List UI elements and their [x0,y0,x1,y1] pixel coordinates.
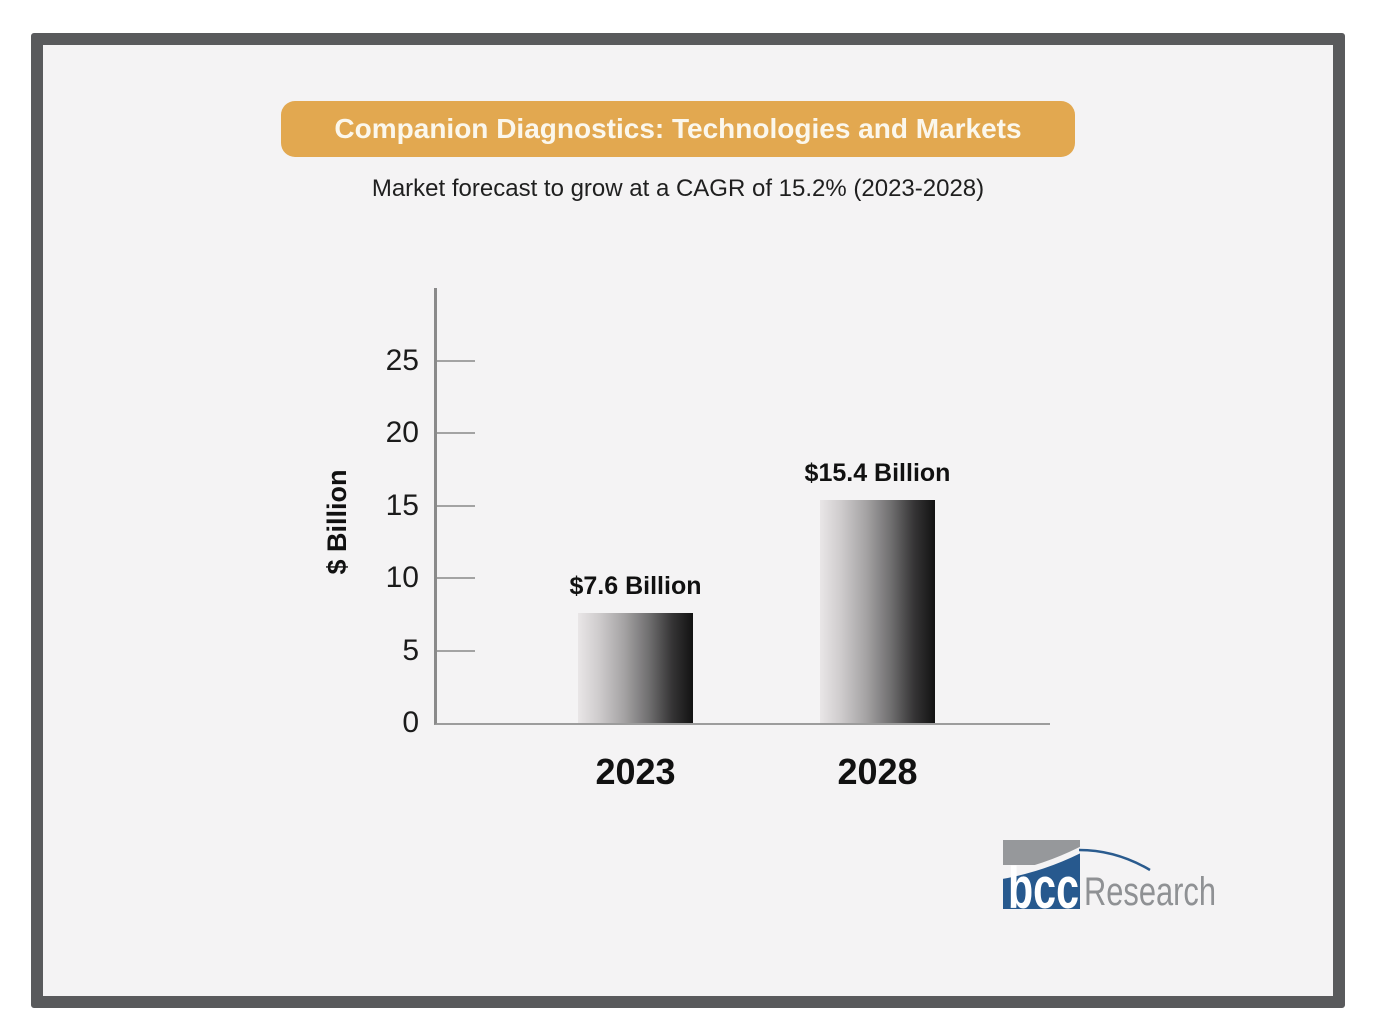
page-title: Companion Diagnostics: Technologies and … [334,113,1022,144]
bar-2028 [820,500,935,723]
title-banner: Companion Diagnostics: Technologies and … [281,101,1075,157]
bar-2023 [578,613,693,723]
logo-research-text: Research [1084,870,1216,914]
logo-swoosh-white [1000,843,1090,880]
y-tick-label: 10 [385,561,419,594]
y-tick-label: 0 [402,706,419,739]
logo-blue-block [1003,851,1080,909]
y-tick [437,359,475,362]
y-tick [437,432,475,434]
plot-area: $ Billion 0 5 10 15 20 25 $7.6 Billion 2023 $15.… [322,288,1050,792]
logo-swoosh-icon [1078,848,1151,872]
y-tick-label: 20 [385,416,419,449]
y-tick-label: 5 [402,633,419,667]
y-tick [437,649,475,652]
y-tick-label: 25 [385,343,419,377]
bcc-research-logo: bcc Research [1000,840,1216,921]
x-axis-label-2023: 2023 [595,751,676,792]
slide-frame: Companion Diagnostics: Technologies and … [31,33,1345,1008]
y-tick-label: 15 [385,488,419,522]
x-axis-label-2028: 2028 [837,751,918,792]
y-tick [437,577,475,579]
y-axis-title: $ Billion [322,469,352,575]
logo-bcc-text: bcc [1008,856,1079,921]
chart-subtitle: Market forecast to grow at a CAGR of 15.… [371,175,985,202]
bar-value-label: $15.4 Billion [804,459,951,487]
y-tick [437,504,475,507]
bar-value-label: $7.6 Billion [569,572,702,600]
